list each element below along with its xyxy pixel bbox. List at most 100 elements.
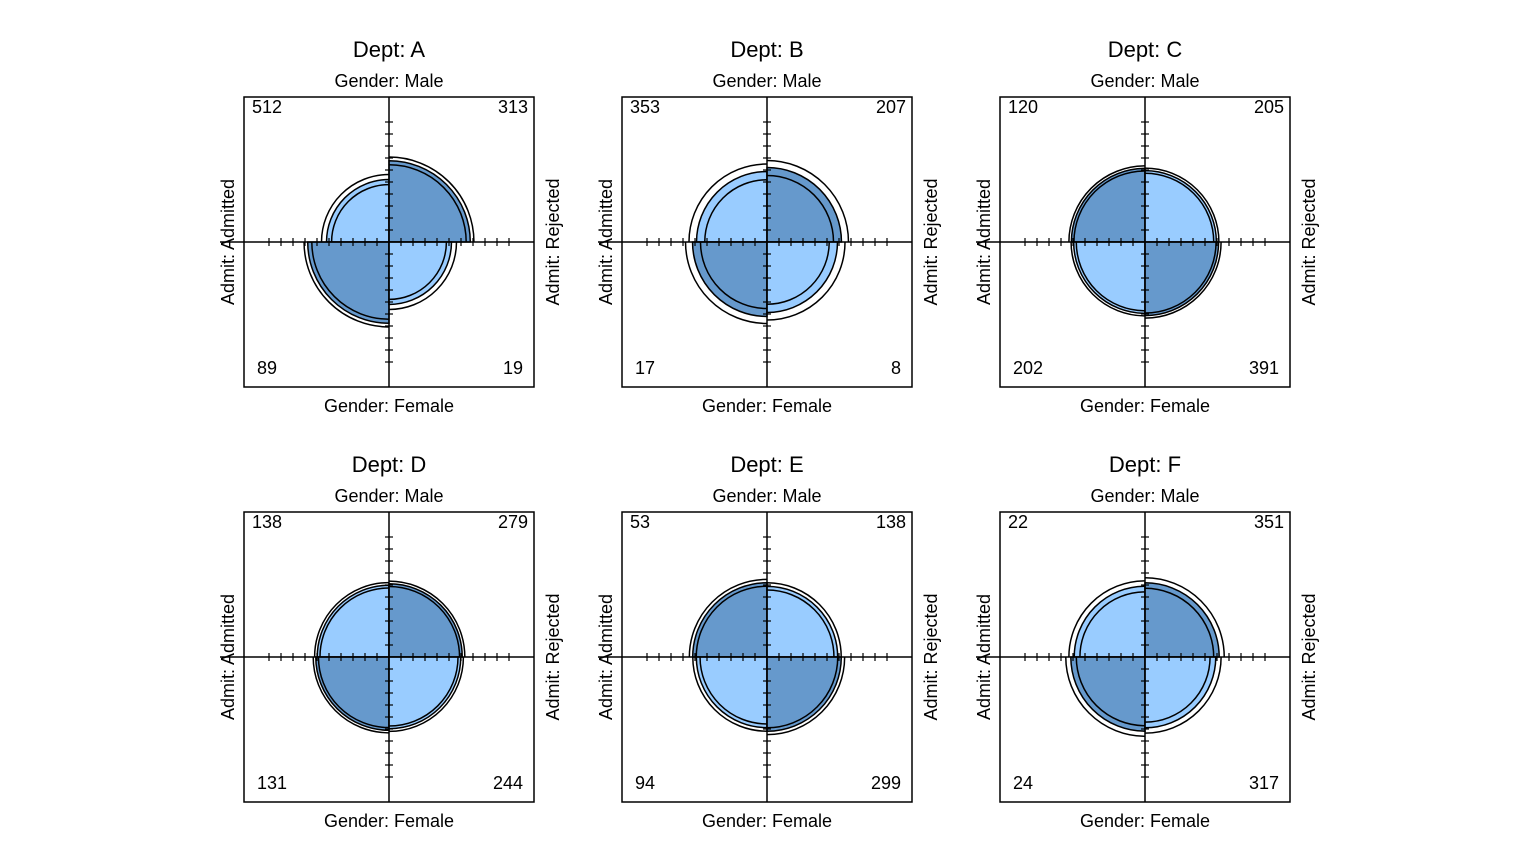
- cell-count: 24: [1013, 773, 1033, 793]
- quadrant-wedge: [1073, 585, 1146, 658]
- cell-count: 353: [630, 97, 660, 117]
- quadrant-wedge: [766, 656, 843, 733]
- fourfold-panel: Dept: A Gender: Male Gender: Female Admit: …: [218, 37, 563, 416]
- confidence-ring-inner: [1144, 241, 1217, 314]
- bottom-label: Gender: Female: [1080, 396, 1210, 416]
- quadrant-wedge: [695, 170, 768, 243]
- confidence-ring-outer: [320, 173, 390, 243]
- bottom-label: Gender: Female: [702, 396, 832, 416]
- confidence-ring-inner: [388, 241, 448, 301]
- left-label: Admit: Admitted: [596, 179, 616, 305]
- confidence-ring-outer: [766, 589, 835, 658]
- panel-title: Dept: C: [1108, 37, 1183, 62]
- confidence-ring-inner: [704, 179, 768, 243]
- quadrant-wedge: [766, 585, 839, 658]
- confidence-ring-inner: [1144, 656, 1211, 723]
- quadrant-wedge: [388, 241, 453, 306]
- confidence-ring-inner: [695, 585, 768, 658]
- confidence-ring-inner: [303, 241, 390, 328]
- confidence-ring-outer: [766, 656, 846, 736]
- cell-count: 17: [635, 358, 655, 378]
- right-label: Admit: Rejected: [921, 178, 941, 305]
- cell-count: 120: [1008, 97, 1038, 117]
- confidence-ring-outer: [1144, 587, 1215, 658]
- confidence-ring-outer: [688, 163, 768, 243]
- confidence-ring-inner: [1070, 241, 1146, 317]
- confidence-ring-inner: [1144, 577, 1225, 658]
- cell-count: 19: [503, 358, 523, 378]
- confidence-ring-inner: [388, 156, 475, 243]
- right-label: Admit: Rejected: [543, 178, 563, 305]
- top-label: Gender: Male: [334, 486, 443, 506]
- confidence-ring-outer: [766, 241, 846, 321]
- left-label: Admit: Admitted: [974, 594, 994, 720]
- confidence-ring-inner: [1079, 591, 1146, 658]
- cell-count: 351: [1254, 512, 1284, 532]
- quadrant-wedge: [691, 241, 768, 318]
- quadrant-wedge: [325, 178, 390, 243]
- cell-count: 94: [635, 773, 655, 793]
- confidence-ring-inner: [692, 656, 768, 732]
- confidence-ring-inner: [766, 159, 850, 243]
- cell-count: 299: [871, 773, 901, 793]
- bottom-label: Gender: Female: [324, 396, 454, 416]
- cell-count: 391: [1249, 358, 1279, 378]
- fourfold-panel: Dept: B Gender: Male Gender: Female Admit: …: [596, 37, 941, 416]
- top-label: Gender: Male: [1090, 486, 1199, 506]
- cell-count: 131: [257, 773, 287, 793]
- confidence-ring-outer: [1075, 241, 1146, 312]
- cell-count: 202: [1013, 358, 1043, 378]
- top-label: Gender: Male: [712, 486, 821, 506]
- confidence-ring-outer: [766, 174, 835, 243]
- confidence-ring-inner: [766, 656, 839, 729]
- quadrant-wedge: [1144, 241, 1220, 317]
- right-label: Admit: Rejected: [921, 593, 941, 720]
- quadrant-wedge: [1072, 241, 1146, 315]
- confidence-ring-outer: [1144, 656, 1222, 734]
- left-label: Admit: Admitted: [218, 594, 238, 720]
- confidence-ring-inner: [319, 587, 390, 658]
- panel-title: Dept: F: [1109, 452, 1181, 477]
- cell-count: 89: [257, 358, 277, 378]
- confidence-ring-outer: [1068, 580, 1146, 658]
- panel-title: Dept: D: [352, 452, 427, 477]
- bottom-label: Gender: Female: [1080, 811, 1210, 831]
- panel-title: Dept: E: [730, 452, 803, 477]
- panel-title: Dept: A: [353, 37, 425, 62]
- cell-count: 22: [1008, 512, 1028, 532]
- cell-count: 53: [630, 512, 650, 532]
- confidence-ring-inner: [766, 241, 830, 305]
- confidence-ring-outer: [699, 241, 768, 310]
- quadrant-wedge: [1144, 582, 1220, 658]
- quadrant-wedge: [315, 656, 390, 731]
- bottom-label: Gender: Female: [702, 811, 832, 831]
- confidence-ring-outer: [1068, 165, 1146, 243]
- confidence-ring-outer: [317, 656, 390, 729]
- confidence-ring-inner: [312, 656, 390, 734]
- fourfold-panel: Dept: F Gender: Male Gender: Female Admit: …: [974, 452, 1319, 831]
- confidence-ring-outer: [311, 241, 390, 320]
- fourfold-panel: Dept: E Gender: Male Gender: Female Admit: …: [596, 452, 941, 831]
- left-label: Admit: Admitted: [218, 179, 238, 305]
- confidence-ring-inner: [388, 656, 459, 727]
- top-label: Gender: Male: [1090, 71, 1199, 91]
- confidence-ring-outer: [1144, 172, 1215, 243]
- confidence-ring-inner: [684, 241, 768, 325]
- confidence-ring-inner: [766, 582, 842, 658]
- quadrant-wedge: [1144, 169, 1218, 243]
- confidence-ring-outer: [1075, 656, 1146, 727]
- quadrant-wedge: [306, 241, 390, 325]
- confidence-ring-outer: [699, 656, 768, 725]
- quadrant-wedge: [691, 581, 768, 658]
- confidence-ring-outer: [388, 164, 467, 243]
- quadrant-wedge: [1070, 656, 1146, 732]
- confidence-ring-inner: [1073, 170, 1146, 243]
- fourfold-panel: Dept: C Gender: Male Gender: Female Admit: …: [974, 37, 1319, 416]
- cell-count: 317: [1249, 773, 1279, 793]
- confidence-ring-outer: [388, 585, 461, 658]
- cell-count: 138: [252, 512, 282, 532]
- confidence-ring-inner: [330, 183, 390, 243]
- panel-title: Dept: B: [730, 37, 803, 62]
- quadrant-wedge: [316, 584, 390, 658]
